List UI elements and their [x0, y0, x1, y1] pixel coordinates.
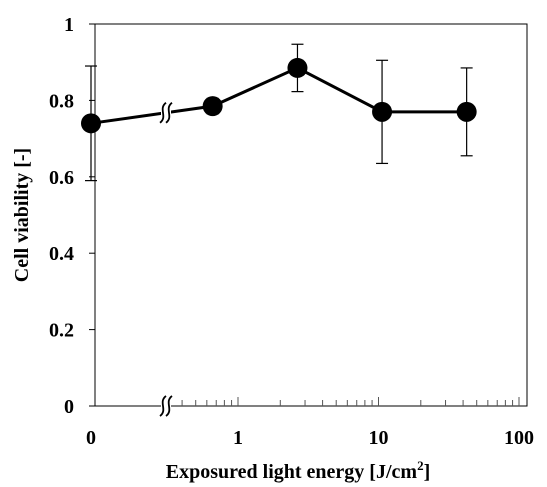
axis-break-stroke: [165, 395, 173, 417]
y-axis-title: Cell viability [-]: [11, 148, 33, 282]
y-tick-label: 1: [64, 14, 74, 36]
data-point: [81, 113, 101, 134]
data-point: [372, 101, 393, 122]
y-tick-label: 0: [64, 396, 74, 418]
axis-break-mark: [159, 395, 173, 417]
y-tick-labels: 0 0.2 0.4 0.6 0.8 1: [49, 14, 74, 418]
x-tick-label: 0: [86, 427, 96, 449]
axis-break-gap: [161, 101, 171, 124]
x-tick-labels: 0 1 10 100: [86, 427, 534, 449]
x-tick-label: 1: [233, 427, 243, 449]
y-tick-label: 0.6: [49, 167, 74, 189]
plot-area: [94, 23, 528, 407]
points-layer: [81, 57, 477, 134]
axis-break-stroke: [159, 102, 167, 124]
axis-break-mark: [159, 101, 173, 124]
axis-break-stroke: [165, 102, 173, 124]
axis-break-stroke: [159, 395, 167, 417]
axis-break-marks: [159, 101, 173, 417]
data-point: [202, 96, 223, 117]
data-point: [456, 101, 477, 122]
axis-break-gap: [161, 395, 171, 417]
y-tick-label: 0.4: [49, 243, 74, 265]
data-point: [287, 57, 308, 78]
x-axis-title: Exposured light energy [J/cm2]: [166, 458, 430, 483]
y-tick-label: 0.2: [49, 320, 74, 342]
y-tick-label: 0.8: [49, 90, 74, 112]
x-tick-label: 10: [369, 427, 389, 449]
ticks-layer: [89, 23, 520, 407]
x-tick-label: 100: [504, 427, 534, 449]
